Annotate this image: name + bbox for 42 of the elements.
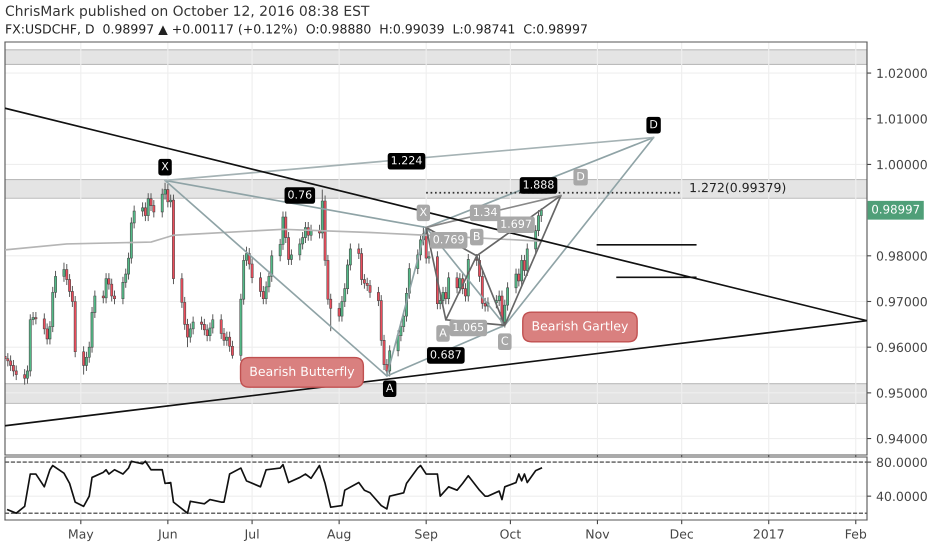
annotation: 0.687 (430, 350, 461, 359)
annotation: 1.224 (392, 156, 422, 164)
y-tick-label: 0.96000 (876, 342, 927, 352)
y-tick-label: 1.01000 (877, 114, 927, 124)
x-tick-label: Dec (670, 529, 694, 539)
y-tick-label: 1.02000 (877, 68, 927, 78)
x-tick-label: Feb (846, 529, 866, 539)
chart-subtitle: FX:USDCHF, D 0.98997 ▲ +0.00117 (+0.12%) O:0.98880 H:0.99039 L:0.98741 C:0.98997 (6, 24, 587, 36)
y-tick-label: 0.98000 (876, 251, 927, 261)
x-tick-label: Oct (500, 529, 521, 539)
text: 0.98997 (872, 204, 920, 214)
x-tick-label: Jul (244, 529, 258, 542)
annotation: 1.34 (474, 208, 497, 216)
annotation: Bearish Butterfly (250, 366, 354, 378)
annotation: 1.065 (454, 322, 484, 332)
x-tick-label: 2017 (754, 529, 784, 539)
annotation: 0.769 (433, 235, 464, 244)
chart-title: ChrisMark published on October 12, 2016 08:38 EST (6, 5, 370, 19)
annotation: 0.76 (288, 190, 312, 199)
x-tick-label: Nov (586, 529, 610, 539)
y-tick-label: 40.0000 (876, 492, 927, 502)
annotation: X (420, 208, 427, 216)
annotation: D (577, 172, 584, 180)
annotation: C (502, 336, 508, 345)
annotation: 1.888 (524, 180, 554, 189)
annotation: X (162, 162, 169, 170)
annotation: 1.697 (501, 220, 531, 228)
annotation: Bearish Gartley (532, 320, 628, 334)
y-tick-label: 1.00000 (877, 160, 927, 170)
y-tick-label: 0.94000 (876, 434, 927, 444)
x-tick-label: Sep (415, 529, 438, 542)
y-tick-label: 0.97000 (876, 296, 927, 306)
x-tick-label: May (69, 529, 94, 542)
x-tick-label: Aug (327, 529, 350, 542)
annotation: 1.272(0.99379) (690, 182, 786, 194)
y-tick-label: 0.95000 (876, 388, 927, 398)
annotation: A (439, 328, 447, 337)
annotation: B (474, 232, 480, 240)
annotation: D (650, 120, 658, 128)
annotation: A (386, 384, 394, 392)
y-tick-label: 80.0000 (876, 458, 927, 468)
x-tick-label: Jun (157, 529, 177, 542)
